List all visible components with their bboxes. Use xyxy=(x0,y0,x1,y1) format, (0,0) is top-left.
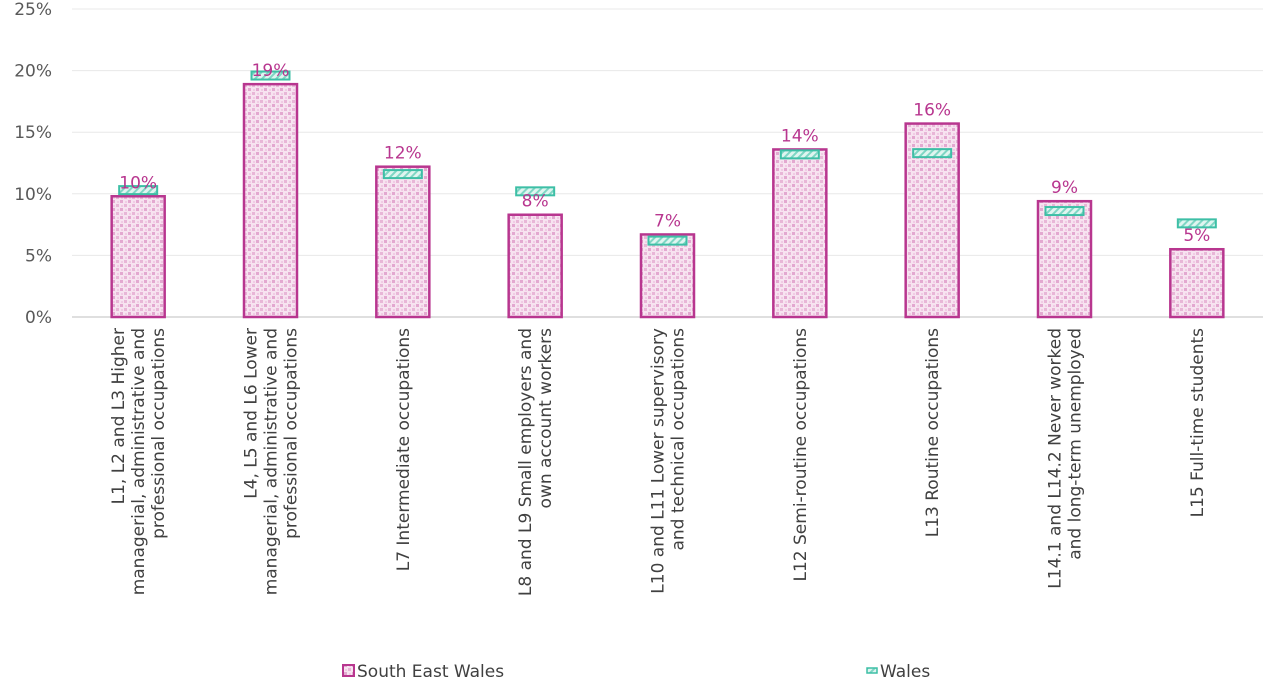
bar-south-east-wales xyxy=(639,233,696,319)
x-tick-label-line: L13 Routine occupations xyxy=(923,328,943,537)
x-tick-label-line: L10 and L11 Lower supervisory xyxy=(649,328,669,594)
y-tick-label: 10% xyxy=(14,185,52,205)
legend-swatch-south-east-wales xyxy=(342,664,355,677)
bars xyxy=(110,82,1225,319)
data-label: 9% xyxy=(1051,178,1078,198)
data-labels: 10% 19% 12% 8% 7% 14% 16% 9% 5% xyxy=(119,61,1210,246)
data-label: 16% xyxy=(913,101,951,121)
data-label: 7% xyxy=(654,211,681,231)
legend: South East Wales Wales xyxy=(342,662,930,682)
bar-south-east-wales xyxy=(772,148,828,319)
x-tick-label-line: managerial, administrative and xyxy=(129,328,149,595)
data-label: 12% xyxy=(384,144,422,164)
y-tick-label: 20% xyxy=(14,62,52,82)
data-label: 8% xyxy=(522,192,549,212)
x-tick-label-line: professional occupations xyxy=(282,328,302,539)
x-tick-label-line: L14.1 and L14.2 Never worked xyxy=(1046,328,1066,589)
marker-wales xyxy=(647,235,688,246)
x-tick-label: L8 and L9 Small employers and own account… xyxy=(516,328,556,596)
x-tick-label: L7 Intermediate occupations xyxy=(394,328,414,571)
y-tick-label: 5% xyxy=(25,246,52,266)
y-tick-label: 0% xyxy=(25,308,52,328)
x-tick-label: L13 Routine occupations xyxy=(923,328,943,537)
bar-south-east-wales xyxy=(1036,199,1093,319)
x-tick-label-line: and long-term unemployed xyxy=(1066,328,1086,560)
x-tick-label: L12 Semi-routine occupations xyxy=(791,328,811,582)
x-tick-label-line: L8 and L9 Small employers and xyxy=(516,328,536,596)
x-tick-label-line: professional occupations xyxy=(149,328,169,539)
marker-wales xyxy=(1044,206,1085,217)
marker-wales xyxy=(250,70,291,81)
x-tick-label-line: and technical occupations xyxy=(669,328,689,551)
x-tick-label-line: L12 Semi-routine occupations xyxy=(791,328,811,582)
data-label: 5% xyxy=(1183,226,1210,246)
x-tick-label: L14.1 and L14.2 Never worked and long-ter… xyxy=(1046,328,1086,589)
x-tick-label-line: L1, L2 and L3 Higher xyxy=(109,328,129,504)
marker-wales xyxy=(1176,218,1217,229)
bar-south-east-wales xyxy=(1169,247,1225,319)
wales-markers xyxy=(118,70,1217,246)
legend-swatch-wales xyxy=(866,667,878,674)
x-tick-label: L1, L2 and L3 Higher managerial, administ… xyxy=(109,328,169,595)
marker-wales xyxy=(912,148,953,159)
bar-south-east-wales xyxy=(375,165,431,319)
x-tick-label-line: L4, L5 and L6 Lower xyxy=(242,328,262,499)
marker-wales xyxy=(382,169,423,180)
x-tick-label: L4, L5 and L6 Lower managerial, administr… xyxy=(242,328,302,595)
x-tick-label-line: L7 Intermediate occupations xyxy=(394,328,414,571)
legend-label-south-east-wales: South East Wales xyxy=(357,662,504,682)
y-tick-label: 15% xyxy=(14,123,52,143)
x-tick-label: L10 and L11 Lower supervisory and technic… xyxy=(649,328,689,594)
legend-label-wales: Wales xyxy=(880,662,930,682)
x-tick-label-line: L15 Full-time students xyxy=(1188,328,1208,518)
data-label: 14% xyxy=(781,126,819,146)
x-tick-label-line: managerial, administrative and xyxy=(262,328,282,595)
x-tick-label: L15 Full-time students xyxy=(1188,328,1208,518)
data-label: 19% xyxy=(252,61,290,81)
data-label: 10% xyxy=(119,173,157,193)
bar-south-east-wales xyxy=(242,82,299,319)
x-tick-labels: L1, L2 and L3 Higher managerial, administ… xyxy=(109,328,1208,596)
bar-south-east-wales xyxy=(110,195,166,319)
bar-south-east-wales xyxy=(507,213,563,319)
marker-wales xyxy=(515,186,556,197)
marker-wales xyxy=(118,185,159,196)
marker-wales xyxy=(779,149,820,160)
x-tick-label-line: own account workers xyxy=(536,328,556,509)
y-tick-label: 25% xyxy=(14,0,52,20)
